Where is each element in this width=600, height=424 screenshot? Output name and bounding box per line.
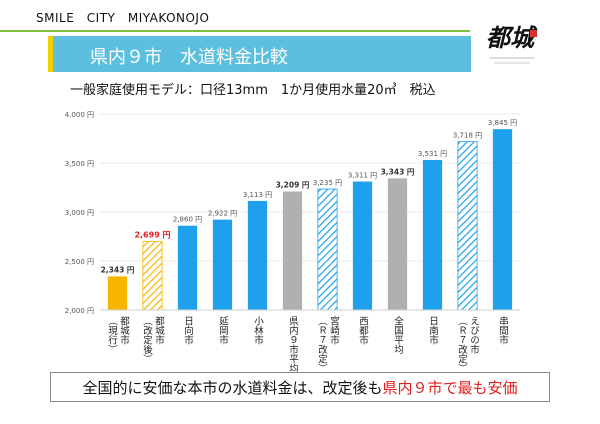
x-category-label: 県内９市平均: [287, 316, 299, 372]
x-category-label: 日南市: [427, 316, 439, 345]
value-label: 2,699 円: [134, 230, 170, 239]
value-label: 3,113 円: [243, 191, 272, 199]
x-category-label: （現行）: [106, 316, 118, 354]
brand-text: SMILE CITY MIYAKONOJO: [36, 11, 210, 25]
bar: [352, 181, 373, 310]
x-category-label: えびの市: [468, 316, 480, 355]
title-band: [53, 36, 471, 72]
x-category-label: （Ｒ７改定）: [456, 316, 468, 372]
bar: [142, 241, 163, 311]
x-category-label: 延岡市: [217, 315, 229, 345]
conclusion-box: 全国的に安価な本市の水道料金は、改定後も県内９市で最も安価: [50, 372, 550, 402]
bar: [457, 141, 478, 311]
x-category-label: （Ｒ７改定）: [316, 316, 328, 372]
bar: [177, 225, 198, 310]
x-category-label: 日向市: [182, 316, 194, 345]
chart-subtitle: 一般家庭使用モデル：口径13mm 1か月使用水量20㎥ 税込: [70, 83, 436, 98]
value-label: 3,235 円: [313, 179, 342, 187]
bar-chart: 2,343 円 2,699 円2,860 円 2,922 円 3,113 円 3,209…: [65, 111, 520, 372]
value-label: 3,845 円: [488, 119, 517, 127]
y-tick-label: 3,000 円: [65, 209, 94, 217]
conclusion-highlight: 県内９市で最も安価: [382, 379, 518, 397]
value-label: 3,343 円: [381, 167, 415, 176]
bar: [212, 219, 233, 310]
logo-text: 都城: [486, 23, 538, 52]
x-category-label: 全国平均: [392, 315, 404, 355]
page-title: 県内９市 水道料金比較: [90, 47, 288, 68]
title-accent: [48, 36, 53, 72]
bar: [317, 188, 338, 311]
value-label: 2,343 円: [101, 265, 135, 274]
value-label: 2,860 円: [173, 216, 202, 224]
bar: [247, 200, 268, 310]
value-label: 3,718 円: [453, 132, 482, 140]
x-category-label: 都城市: [153, 316, 165, 345]
x-category-label: 小林市: [252, 316, 264, 345]
y-tick-label: 2,500 円: [65, 258, 94, 266]
bar: [387, 178, 408, 310]
miyakonojo-logo-icon: 都城: [480, 12, 544, 72]
bar: [492, 129, 513, 310]
bar: [282, 191, 303, 310]
x-category-label: 串間市: [497, 316, 509, 345]
x-category-label: 宮崎市: [328, 315, 340, 345]
bar: [422, 159, 443, 310]
y-tick-label: 3,500 円: [65, 160, 94, 168]
x-category-label: （改定後）: [141, 316, 153, 364]
bar: [107, 276, 128, 310]
value-label: 2,922 円: [208, 210, 237, 218]
conclusion-text: 全国的に安価な本市の水道料金は、改定後も県内９市で最も安価: [51, 377, 549, 398]
header-divider: [0, 30, 470, 32]
x-category-label: 都城市: [118, 316, 130, 345]
value-label: 3,531 円: [418, 150, 447, 158]
x-category-label: 西都市: [357, 316, 369, 345]
value-label: 3,209 円: [276, 181, 310, 190]
value-label: 3,311 円: [348, 172, 377, 180]
conclusion-prefix: 全国的に安価な本市の水道料金は、改定後も: [82, 379, 383, 397]
y-tick-label: 4,000 円: [65, 111, 94, 119]
y-tick-label: 2,000 円: [65, 307, 94, 315]
